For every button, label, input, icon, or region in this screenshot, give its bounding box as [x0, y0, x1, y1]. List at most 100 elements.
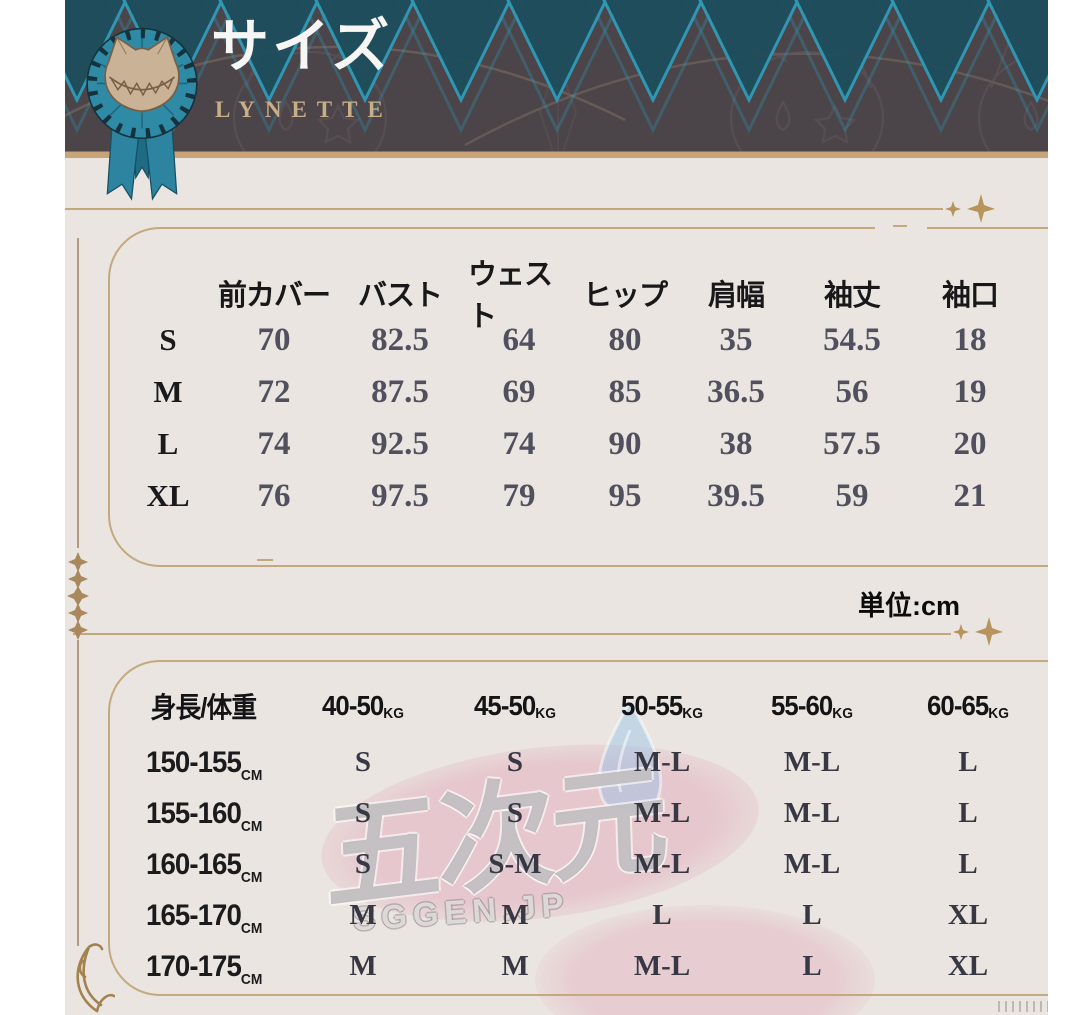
cell: 97.5: [371, 477, 429, 514]
cell: 35: [719, 321, 753, 358]
cell: 56: [835, 373, 869, 410]
height-unit: CM: [240, 869, 263, 886]
cell: 59: [835, 477, 869, 514]
cell: 20: [953, 425, 987, 462]
character-name: LYNETTE: [215, 97, 393, 122]
row-label: L: [157, 426, 179, 461]
cell: M-L: [783, 746, 841, 778]
weight-range: 55-60: [771, 690, 833, 721]
row-label: M: [153, 374, 183, 409]
cell: 74: [257, 425, 291, 462]
cell: 64: [502, 321, 536, 358]
row-label: S: [159, 322, 177, 357]
cell: L: [958, 848, 978, 880]
height-range: 155-160: [146, 796, 242, 830]
cell: 76: [257, 477, 291, 514]
cell: M: [349, 899, 377, 931]
cell: 18: [953, 321, 987, 358]
height-range: 150-155: [146, 745, 242, 779]
height-row-label: 150-155 CM: [135, 737, 282, 788]
cell: 36.5: [707, 373, 765, 410]
cell: XL: [947, 950, 989, 982]
header-banner: サイズ LYNETTE: [65, 0, 1048, 151]
col-header: 袖口: [941, 280, 999, 312]
cell: M-L: [633, 746, 691, 778]
cell: 70: [257, 321, 291, 358]
row-label: XL: [146, 478, 190, 513]
cell: 72: [257, 373, 291, 410]
fit-table: 身長/体重 40-50 KG 45-50 KG 50-55 KG 55-60 KG 60…: [135, 686, 1037, 992]
weight-col-header: 40-50 KG: [300, 686, 425, 726]
height-range: 165-170: [146, 898, 242, 932]
cell: S-M: [488, 848, 542, 880]
left-rule-lower: [77, 640, 79, 946]
sparkle-pair-top-icon: [945, 194, 995, 223]
cell: 69: [502, 373, 536, 410]
height-range: 160-165: [146, 847, 242, 881]
cell: 85: [608, 373, 642, 410]
sheet-content: サイズ LYNETTE: [65, 0, 1048, 1015]
cell: 54.5: [823, 321, 881, 358]
cell: XL: [947, 899, 989, 931]
cell: M-L: [783, 848, 841, 880]
weight-unit: KG: [383, 705, 404, 722]
weight-unit: KG: [682, 705, 703, 722]
cell: S: [354, 746, 372, 778]
frame-gap-decor: [875, 225, 927, 231]
cell: 90: [608, 425, 642, 462]
height-unit: CM: [240, 971, 263, 988]
size-table-frame: [108, 227, 1048, 567]
col-header: 前カバー: [217, 280, 331, 312]
frame-gap-decor: [235, 559, 297, 565]
cell: 38: [719, 425, 753, 462]
cell: L: [958, 797, 978, 829]
watermark-ellipse-lower: [535, 905, 875, 1015]
cell: L: [652, 899, 672, 931]
cell: 19: [953, 373, 987, 410]
header-divider: [65, 151, 1048, 158]
weight-range: 50-55: [621, 690, 683, 721]
cell: M-L: [633, 950, 691, 982]
height-row-label: 165-170 CM: [135, 890, 282, 941]
flourish-icon: [76, 943, 115, 1013]
weight-col-header: 45-50 KG: [438, 686, 593, 726]
cat-badge-icon: [86, 27, 198, 201]
weight-unit: KG: [988, 705, 1009, 722]
cell: 21: [953, 477, 987, 514]
weight-col-header: 50-55 KG: [604, 686, 720, 726]
cell: M-L: [633, 848, 691, 880]
size-table: 前カバー バスト ウェスト ヒップ 肩幅 袖丈 袖口 S 70 82.5 64 …: [120, 259, 1028, 522]
page-title: サイズ: [211, 14, 393, 79]
fit-table-frame: [108, 660, 1048, 996]
cell: M: [501, 950, 529, 982]
diamond-column-icon: [67, 552, 89, 640]
cell: 79: [502, 477, 536, 514]
weight-col-header: 60-65 KG: [905, 686, 1032, 726]
cell: 57.5: [823, 425, 881, 462]
weight-unit: KG: [832, 705, 853, 722]
height-row-label: 170-175 CM: [135, 941, 282, 992]
watermark-flame-icon: [597, 700, 663, 815]
corner-label: 身長/体重: [150, 692, 258, 723]
cell: L: [802, 899, 822, 931]
sparkle-pair-middle-icon: [953, 617, 1003, 646]
cell: M-L: [633, 797, 691, 829]
weight-range: 40-50: [322, 690, 384, 721]
col-header: バスト: [357, 280, 443, 312]
cell: M-L: [783, 797, 841, 829]
height-unit: CM: [240, 767, 263, 784]
bottom-tick-marks: [998, 1001, 1048, 1012]
divider-line-middle: [73, 633, 951, 635]
cell: M: [501, 899, 529, 931]
height-range: 170-175: [146, 949, 242, 983]
cell: 87.5: [371, 373, 429, 410]
unit-note: 単位:cm: [857, 591, 960, 621]
cell: L: [958, 746, 978, 778]
height-row-label: 160-165 CM: [135, 839, 282, 890]
cell: S: [506, 746, 524, 778]
height-unit: CM: [240, 818, 263, 835]
divider-line-top: [65, 208, 943, 210]
height-row-label: 155-160 CM: [135, 788, 282, 839]
cell: L: [802, 950, 822, 982]
